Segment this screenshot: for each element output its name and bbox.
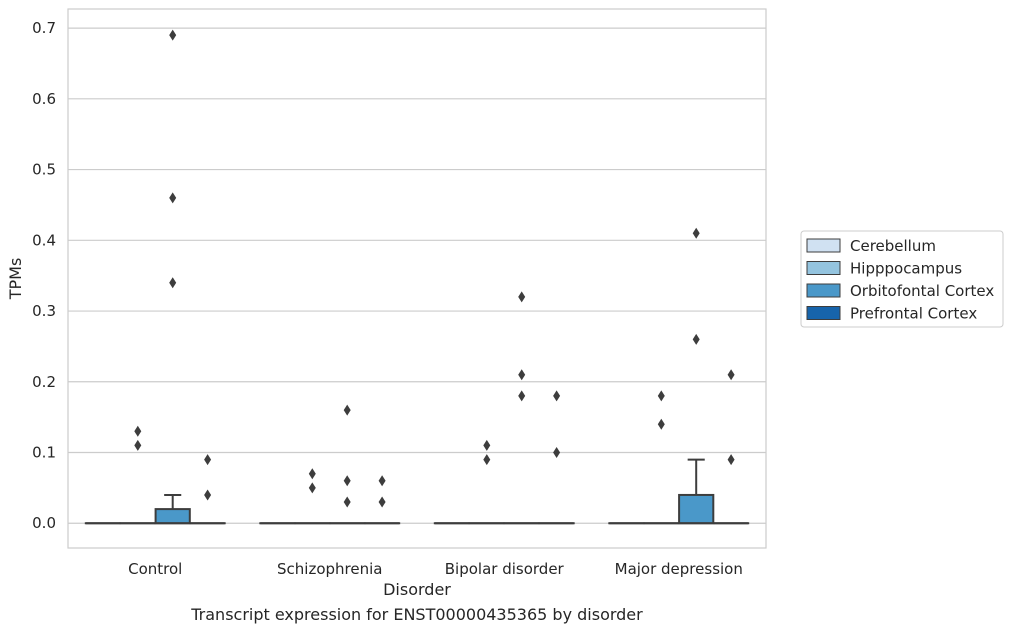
outlier-point — [483, 454, 491, 466]
plot-frame — [67, 8, 767, 549]
legend: Cerebellum Hipppocampus Orbitofontal Corte… — [800, 230, 1004, 328]
outlier-point — [169, 277, 177, 289]
outlier-point — [657, 390, 665, 402]
outlier-point — [378, 496, 386, 508]
outlier-point — [727, 369, 735, 381]
box — [678, 493, 715, 525]
y-axis-label: TPMs — [6, 258, 25, 301]
outlier-point — [308, 468, 316, 480]
x-tick-label: Control — [128, 560, 182, 578]
outlier-point — [343, 475, 351, 487]
figure-caption: Transcript expression for ENST0000043536… — [191, 605, 643, 624]
x-tick-label: Schizophrenia — [277, 560, 382, 578]
outlier-point — [657, 418, 665, 430]
outlier-point — [169, 29, 177, 41]
outlier-point — [134, 425, 142, 437]
legend-frame — [800, 230, 1004, 328]
legend-swatch — [806, 283, 841, 298]
x-tick-label: Bipolar disorder — [445, 560, 565, 578]
legend-swatch — [806, 306, 841, 320]
y-tick-label: 0.0 — [32, 514, 56, 532]
y-tick-label: 0.3 — [32, 302, 56, 320]
legend-label: Orbitofontal Cortex — [850, 282, 994, 300]
outlier-point — [134, 439, 142, 451]
legend-label: Hipppocampus — [850, 260, 962, 278]
outlier-point — [204, 454, 212, 466]
outlier-point — [692, 333, 700, 345]
legend-label: Prefrontal Cortex — [850, 305, 977, 323]
y-tick-label: 0.7 — [32, 19, 56, 37]
outlier-point — [169, 192, 177, 204]
y-tick-label: 0.5 — [32, 161, 56, 179]
outlier-point — [518, 369, 526, 381]
outlier-point — [692, 227, 700, 239]
box — [154, 508, 191, 525]
outlier-point — [483, 439, 491, 451]
outlier-point — [343, 404, 351, 416]
x-tick-labels: Control Schizophrenia Bipolar disorder Majo… — [128, 560, 743, 578]
y-tick-label: 0.4 — [32, 231, 56, 249]
outlier-point — [518, 390, 526, 402]
x-tick-label: Major depression — [615, 560, 743, 578]
legend-swatch — [806, 238, 841, 253]
y-tick-label: 0.2 — [32, 373, 56, 391]
legend-swatch — [806, 261, 841, 275]
outlier-point — [378, 475, 386, 487]
box-series — [84, 29, 750, 525]
outlier-point — [518, 291, 526, 303]
outlier-point — [553, 390, 561, 402]
outlier-point — [308, 482, 316, 494]
y-tick-label: 0.6 — [32, 90, 56, 108]
y-tick-labels: 0.0 0.1 0.2 0.3 0.4 0.5 0.6 0.7 — [32, 19, 56, 532]
legend-label: Cerebellum — [850, 237, 936, 255]
x-axis-label: Disorder — [383, 580, 451, 599]
outlier-point — [204, 489, 212, 501]
outlier-point — [343, 496, 351, 508]
outlier-point — [553, 447, 561, 459]
y-tick-label: 0.1 — [32, 444, 56, 462]
outlier-point — [727, 454, 735, 466]
